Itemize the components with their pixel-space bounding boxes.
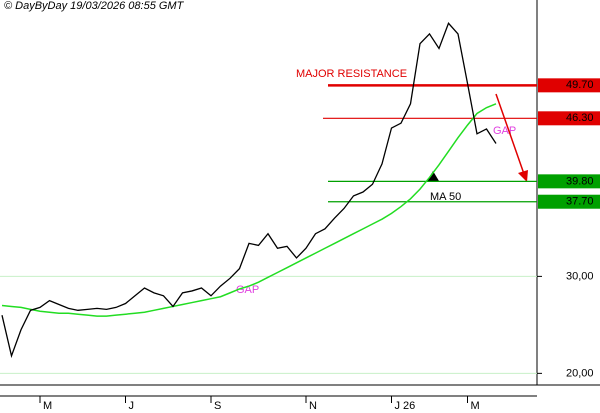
x-tick-label: M: [471, 400, 480, 412]
x-tick-label: S: [214, 400, 221, 412]
level-label: 37.70: [566, 196, 594, 208]
y-tick-label: 30,00: [566, 270, 594, 282]
level-box: [538, 174, 600, 189]
level-label: 39.80: [566, 175, 594, 187]
arrow-head: [518, 170, 528, 182]
x-tick-label: N: [309, 400, 317, 412]
x-tick-label: M: [43, 400, 52, 412]
arrow: [495, 93, 525, 175]
ma-label: MA 50: [430, 191, 461, 203]
level-box: [538, 194, 600, 209]
x-tick-label: J: [129, 400, 135, 412]
resistance-label: MAJOR RESISTANCE: [296, 68, 407, 80]
level-label: 46.30: [566, 112, 594, 124]
level-box: [538, 111, 600, 126]
x-tick-label: J 26: [395, 400, 416, 412]
header: © DayByDay 19/03/2026 08:55 GMT: [4, 0, 185, 12]
level-label: 49.70: [566, 79, 594, 91]
gap-label: GAP: [493, 125, 516, 137]
gap-label: GAP: [236, 284, 259, 296]
ma-line: [1, 103, 497, 317]
y-tick-label: 20,00: [566, 367, 594, 379]
price-line: [1, 22, 497, 359]
level-box: [538, 78, 600, 93]
triangle-marker: [427, 171, 439, 181]
